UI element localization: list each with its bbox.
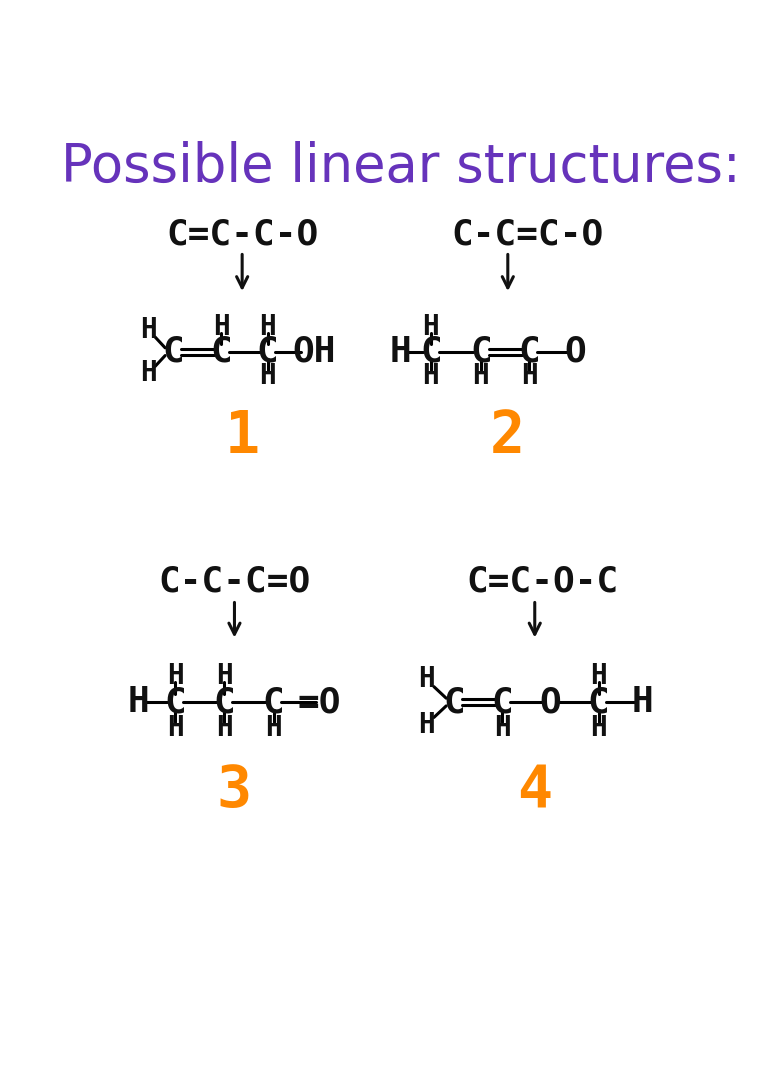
Text: H: H: [389, 335, 411, 369]
Text: H: H: [167, 662, 184, 690]
Text: H: H: [140, 316, 156, 345]
Text: O: O: [565, 335, 586, 369]
Text: H: H: [216, 662, 233, 690]
Text: C: C: [263, 685, 285, 719]
Text: H: H: [213, 314, 230, 341]
Text: 1: 1: [224, 408, 260, 464]
Text: H: H: [422, 314, 439, 341]
Text: H: H: [472, 363, 490, 391]
Text: H: H: [418, 712, 436, 739]
Text: =O: =O: [297, 685, 341, 719]
Text: H: H: [494, 715, 511, 743]
Text: C-C=C-O: C-C=C-O: [451, 217, 603, 251]
Text: H: H: [259, 314, 276, 341]
Text: 4: 4: [517, 762, 552, 820]
Text: C: C: [492, 685, 513, 719]
Text: C: C: [162, 335, 184, 369]
Text: H: H: [259, 363, 276, 391]
Text: C=C-O-C: C=C-O-C: [466, 564, 619, 598]
Text: 3: 3: [217, 762, 252, 820]
Text: C: C: [470, 335, 492, 369]
Text: C: C: [210, 335, 232, 369]
Text: C: C: [518, 335, 540, 369]
Text: Possible linear structures:: Possible linear structures:: [61, 141, 741, 193]
Text: H: H: [265, 715, 282, 743]
Text: H: H: [590, 715, 607, 743]
Text: H: H: [422, 363, 439, 391]
Text: H: H: [127, 685, 149, 719]
Text: OH: OH: [292, 335, 335, 369]
Text: C: C: [443, 685, 465, 719]
Text: H: H: [140, 360, 156, 387]
Text: H: H: [418, 664, 436, 693]
Text: C: C: [420, 335, 442, 369]
Text: H: H: [167, 715, 184, 743]
Text: C=C-C-O: C=C-C-O: [166, 217, 318, 251]
Text: C: C: [256, 335, 278, 369]
Text: C-C-C=O: C-C-C=O: [158, 564, 310, 598]
Text: H: H: [590, 662, 607, 690]
Text: H: H: [521, 363, 538, 391]
Text: O: O: [540, 685, 561, 719]
Text: C: C: [213, 685, 235, 719]
Text: C: C: [164, 685, 186, 719]
Text: H: H: [216, 715, 233, 743]
Text: C: C: [588, 685, 609, 719]
Text: H: H: [632, 685, 654, 719]
Text: 2: 2: [490, 408, 526, 464]
